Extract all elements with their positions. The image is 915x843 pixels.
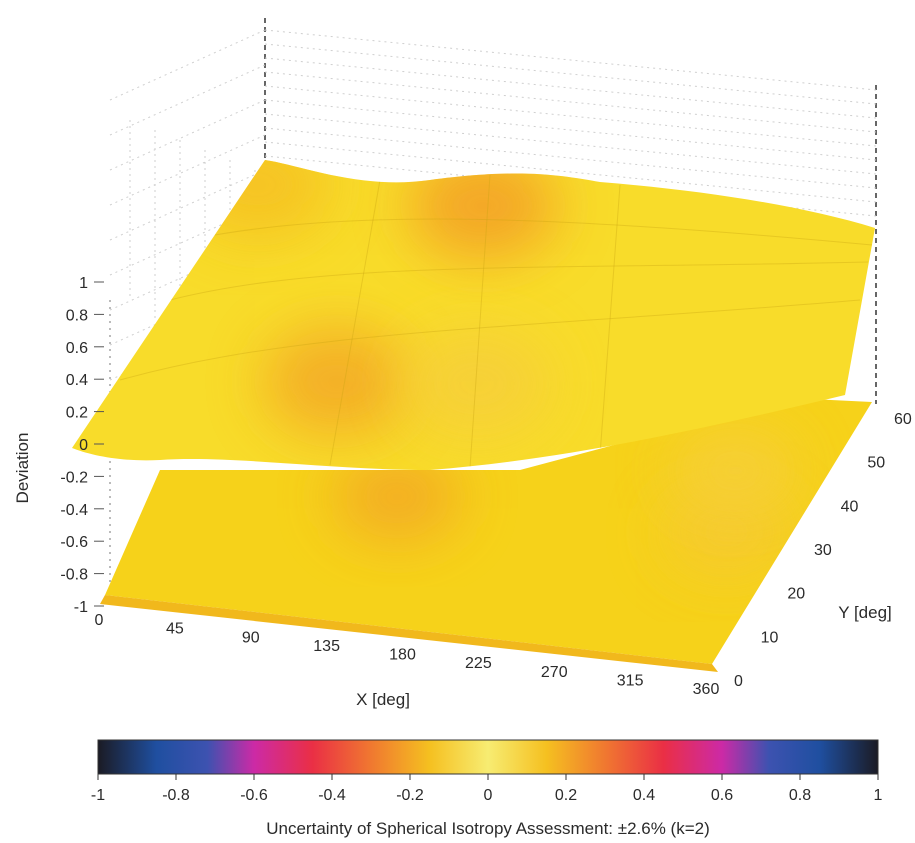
z-tick-label: -0.4 bbox=[60, 502, 88, 519]
y-tick-label: 40 bbox=[841, 498, 859, 515]
y-tick-label: 30 bbox=[814, 542, 832, 559]
x-tick-label: 45 bbox=[166, 621, 184, 638]
colorbar-tick-label: 0 bbox=[484, 787, 493, 804]
colorbar: -1 -0.8 -0.6 -0.4 -0.2 0 0.2 0.4 0.6 0.8 1 Uncerta… bbox=[91, 739, 883, 838]
x-tick-label: 270 bbox=[541, 664, 568, 681]
x-tick-label: 315 bbox=[617, 672, 644, 689]
x-tick-label: 180 bbox=[389, 647, 416, 664]
z-tick-label: -1 bbox=[74, 599, 88, 616]
colorbar-tick-label: -1 bbox=[91, 787, 105, 804]
z-axis-label: Deviation bbox=[13, 433, 32, 504]
z-tick-label: 0.4 bbox=[66, 372, 88, 389]
colorbar-tick-label: -0.4 bbox=[318, 787, 346, 804]
surface-hotspot bbox=[261, 326, 412, 437]
z-tick-label: 0.2 bbox=[66, 405, 88, 422]
lower-surface-shading bbox=[332, 425, 801, 577]
y-axis-label: Y [deg] bbox=[838, 603, 892, 622]
colorbar-ticks: -1 -0.8 -0.6 -0.4 -0.2 0 0.2 0.4 0.6 0.8 1 bbox=[91, 774, 883, 804]
z-tick-label: 0 bbox=[79, 437, 88, 454]
y-axis: 0 10 20 30 40 50 60 bbox=[734, 411, 912, 690]
colorbar-tick-label: 0.6 bbox=[711, 787, 733, 804]
colorbar-caption: Uncertainty of Spherical Isotropy Assess… bbox=[266, 819, 710, 838]
y-tick-label: 0 bbox=[734, 673, 743, 690]
colorbar-tick-label: -0.8 bbox=[162, 787, 190, 804]
z-tick-label: 0.6 bbox=[66, 340, 88, 357]
x-tick-label: 135 bbox=[313, 638, 340, 655]
colorbar-tick-label: -0.6 bbox=[240, 787, 268, 804]
z-tick-label: -0.6 bbox=[60, 534, 88, 551]
z-tick-label: -0.8 bbox=[60, 567, 88, 584]
surface-hotspot bbox=[670, 425, 801, 516]
upper-surface-mesh bbox=[119, 174, 873, 469]
colorbar-tick-label: 0.2 bbox=[555, 787, 577, 804]
y-tick-label: 10 bbox=[761, 629, 779, 646]
lower-surface-edge bbox=[100, 595, 718, 672]
y-tick-label: 60 bbox=[894, 411, 912, 428]
colorbar-tick-label: -0.2 bbox=[396, 787, 424, 804]
x-tick-label: 360 bbox=[693, 681, 720, 698]
surface-hotspot bbox=[332, 451, 463, 542]
x-tick-label: 90 bbox=[242, 629, 260, 646]
z-tick-label: -0.2 bbox=[60, 469, 88, 486]
x-axis: 0 45 90 135 180 225 270 315 360 bbox=[95, 612, 720, 698]
colorbar-bar bbox=[97, 739, 879, 775]
y-tick-label: 20 bbox=[787, 586, 805, 603]
x-tick-label: 0 bbox=[95, 612, 104, 629]
surface-hotspot bbox=[407, 160, 558, 261]
x-axis-label: X [deg] bbox=[356, 690, 410, 709]
colorbar-tick-label: 0.4 bbox=[633, 787, 655, 804]
z-tick-label: 1 bbox=[79, 275, 88, 292]
colorbar-tick-label: 1 bbox=[874, 787, 883, 804]
colorbar-tick-label: 0.8 bbox=[789, 787, 811, 804]
lower-surface bbox=[100, 398, 872, 672]
z-axis: 1 0.8 0.6 0.4 0.2 0 -0.2 -0.4 -0.6 -0.8 -1 bbox=[60, 275, 104, 616]
y-tick-label: 50 bbox=[867, 455, 885, 472]
surface-hotspot bbox=[402, 328, 553, 439]
z-tick-label: 0.8 bbox=[66, 307, 88, 324]
x-tick-label: 225 bbox=[465, 655, 492, 672]
